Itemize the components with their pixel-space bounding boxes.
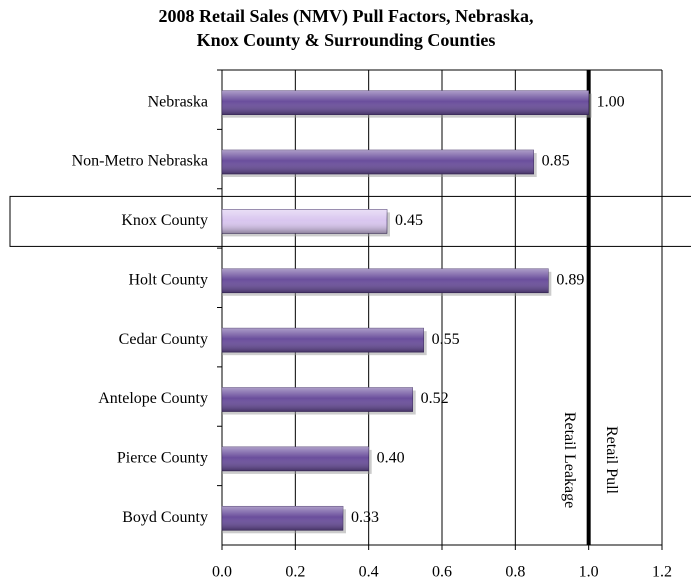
value-label: 0.55 (432, 331, 460, 348)
value-label: 0.40 (377, 450, 405, 467)
x-tick-label: 1.0 (579, 564, 599, 581)
x-tick-label: 0.6 (432, 564, 452, 581)
bar-shine (222, 446, 369, 471)
value-label: 0.52 (421, 390, 449, 407)
y-tick-label: Non-Metro Nebraska (72, 153, 208, 170)
highlight-box (9, 195, 691, 247)
y-tick-label: Pierce County (117, 450, 208, 467)
bar-shine (222, 268, 549, 293)
y-tick-label: Boyd County (122, 509, 208, 526)
y-tick-label: Cedar County (119, 331, 208, 348)
x-tick-label: 0.4 (359, 564, 379, 581)
y-tick-label: Holt County (128, 271, 208, 288)
bar-shine (222, 90, 589, 115)
bar-shine (222, 209, 387, 234)
value-label: 0.89 (556, 271, 584, 288)
value-label: 0.85 (542, 153, 570, 170)
y-tick-label: Antelope County (98, 390, 208, 407)
x-tick-label: 0.8 (505, 564, 525, 581)
x-tick-label: 0.2 (285, 564, 305, 581)
y-tick-label: Nebraska (148, 93, 208, 110)
annotation: Retail Pull (603, 426, 620, 495)
bar-shine (222, 506, 343, 531)
value-label: 0.33 (351, 509, 379, 526)
x-tick-label: 1.2 (652, 564, 672, 581)
bar-shine (222, 328, 424, 353)
bar-shine (222, 387, 413, 412)
value-label: 0.45 (395, 212, 423, 229)
annotation: Retail Leakage (561, 412, 578, 508)
x-tick-label: 0.0 (212, 564, 232, 581)
chart-title: Knox County & Surrounding Counties (197, 30, 496, 50)
chart-title: 2008 Retail Sales (NMV) Pull Factors, Ne… (159, 6, 534, 27)
value-label: 1.00 (597, 93, 625, 110)
y-tick-label: Knox County (121, 212, 208, 229)
bar-shine (222, 150, 534, 175)
